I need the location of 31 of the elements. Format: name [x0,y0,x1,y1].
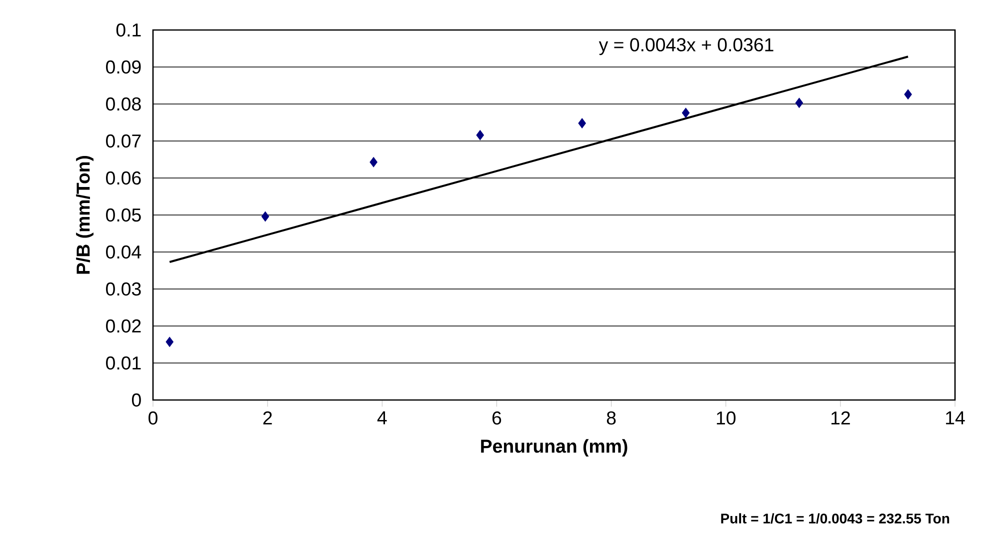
y-tick-label: 0.04 [106,245,142,259]
point [904,89,912,100]
x-tick-label: 4 [377,411,387,424]
point [261,211,270,222]
y-tick-label: 0.08 [106,97,141,111]
y-tick-label: 0.01 [106,356,141,370]
x-tick-label: 8 [606,411,616,425]
y-tick-label: 0.1 [116,23,141,37]
point [682,108,690,118]
point [166,336,174,347]
annotation: y = 0.0043x + 0.0361 [598,38,774,56]
text: Pult = 1/C1 = 1/0.0043 = 232.55 Ton [721,513,950,524]
point [795,98,804,108]
y-tick-label: 0.09 [106,60,141,74]
y-tick-label: 0.03 [106,282,141,296]
y-tick-label: 0.02 [106,319,141,333]
y-tick-label: 0.06 [106,171,141,185]
point [578,118,586,128]
point [370,157,378,168]
x-tick-label: 10 [716,411,736,425]
x-tick-label: 6 [492,411,502,425]
y-tick-label: 0.05 [106,208,141,222]
y-tick-label: 0 [132,393,141,407]
y-axis-title: P/B (mm/Ton) [76,156,94,274]
point [476,130,484,140]
y-tick-label: 0.07 [106,134,141,148]
x-tick-label: 2 [263,411,272,424]
x-tick-label: 0 [148,411,158,425]
x-axis-title: Penurunan (mm) [481,439,628,456]
x-tick-label: 12 [831,411,850,424]
x-tick-label: 14 [946,411,965,424]
